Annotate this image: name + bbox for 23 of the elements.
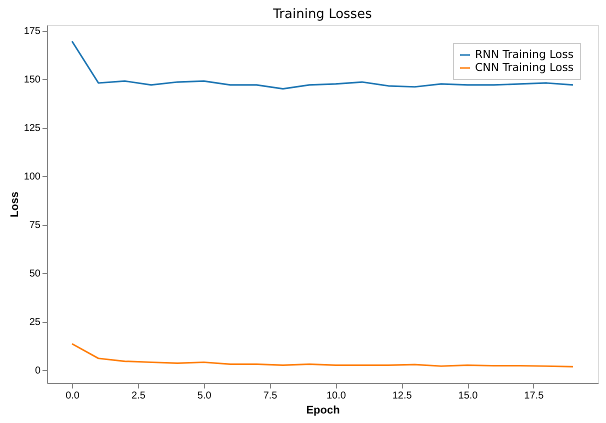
y-tick-label: 100 xyxy=(24,172,41,183)
y-axis-title: Loss xyxy=(8,192,21,218)
y-tick-label: 150 xyxy=(24,74,41,86)
line-series xyxy=(71,40,574,90)
y-tick-label: 175 xyxy=(24,26,41,38)
chart-title: Training Losses xyxy=(272,7,372,22)
y-tick-label: 0 xyxy=(34,366,41,377)
x-tick-label: 17.5 xyxy=(524,390,544,402)
legend-label: CNN Training Loss xyxy=(475,61,574,74)
x-axis-title: Epoch xyxy=(306,404,340,416)
x-tick-label: 0.0 xyxy=(66,390,80,402)
y-tick-label: 25 xyxy=(29,317,41,328)
x-tick-label: 5.0 xyxy=(197,390,212,402)
line-series xyxy=(71,343,574,368)
y-tick-label: 50 xyxy=(29,268,41,280)
x-tick-label: 2.5 xyxy=(132,390,146,402)
y-tick-label: 75 xyxy=(29,220,41,232)
x-tick-label: 12.5 xyxy=(392,390,412,402)
x-tick-label: 7.5 xyxy=(263,390,278,402)
x-tick-label: 15.0 xyxy=(458,390,478,402)
legend-label: RNN Training Loss xyxy=(475,48,574,61)
x-tick-label: 10.0 xyxy=(326,390,346,402)
y-tick-label: 125 xyxy=(24,123,41,134)
